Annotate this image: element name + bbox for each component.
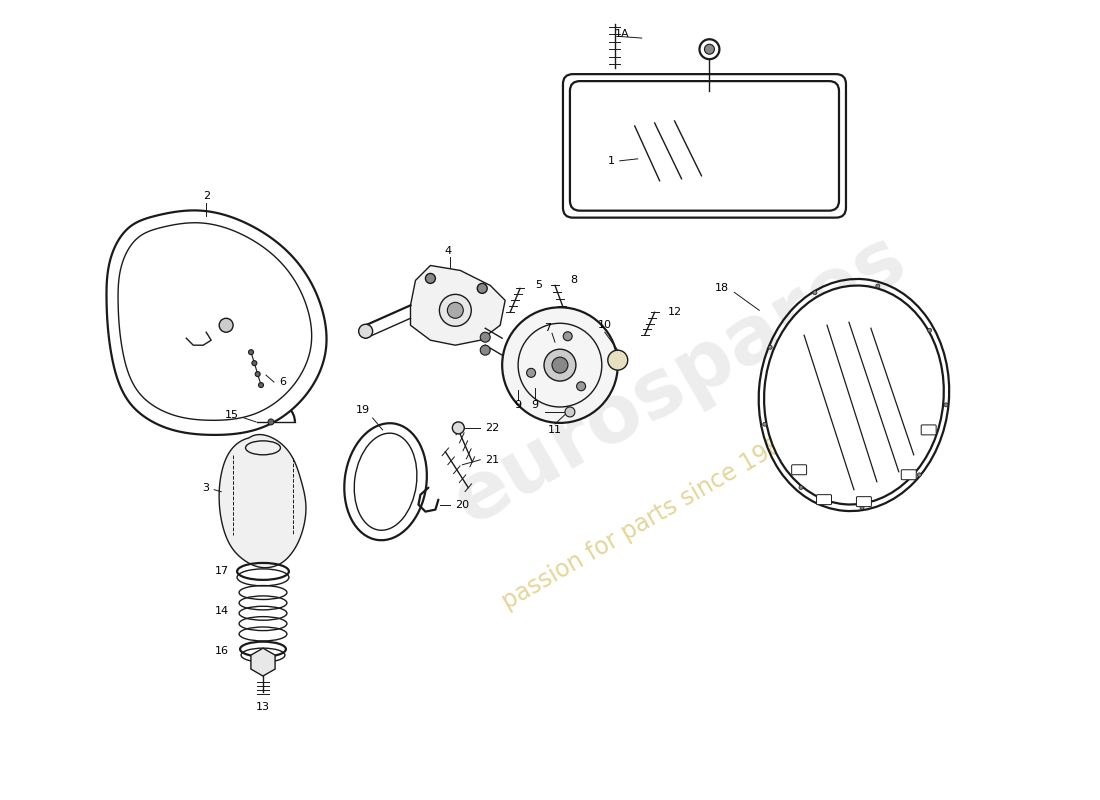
FancyBboxPatch shape (901, 470, 916, 480)
Text: 9: 9 (531, 400, 539, 410)
Circle shape (876, 284, 880, 288)
Circle shape (944, 403, 948, 407)
Text: 10: 10 (597, 320, 612, 330)
Circle shape (813, 290, 817, 294)
Circle shape (799, 486, 803, 490)
Text: 1A: 1A (615, 30, 629, 39)
FancyBboxPatch shape (857, 497, 871, 506)
Ellipse shape (764, 286, 944, 505)
Polygon shape (251, 648, 275, 676)
Circle shape (249, 350, 253, 354)
Text: 2: 2 (202, 190, 210, 201)
Circle shape (576, 382, 585, 390)
Circle shape (268, 419, 274, 425)
Text: 19: 19 (355, 405, 370, 415)
Circle shape (452, 422, 464, 434)
Text: 1: 1 (608, 156, 615, 166)
Circle shape (219, 318, 233, 332)
Text: 11: 11 (548, 425, 562, 435)
Circle shape (704, 44, 714, 54)
Text: 4: 4 (444, 246, 452, 255)
Circle shape (762, 422, 767, 426)
Text: 5: 5 (535, 280, 542, 290)
Text: 14: 14 (214, 606, 229, 616)
Text: 7: 7 (544, 323, 551, 334)
Circle shape (565, 407, 575, 417)
FancyBboxPatch shape (921, 425, 936, 435)
Text: 17: 17 (214, 566, 229, 577)
Circle shape (917, 473, 922, 477)
Circle shape (448, 302, 463, 318)
Text: 3: 3 (202, 482, 209, 493)
Polygon shape (219, 434, 306, 568)
Circle shape (439, 294, 471, 326)
Circle shape (426, 274, 436, 283)
Circle shape (255, 371, 261, 377)
Circle shape (477, 283, 487, 294)
Circle shape (258, 382, 264, 387)
Text: 18: 18 (715, 283, 729, 294)
Circle shape (860, 506, 864, 510)
Text: eurospares: eurospares (439, 219, 920, 542)
Text: passion for parts since 1985: passion for parts since 1985 (498, 426, 801, 614)
Circle shape (927, 328, 932, 332)
Text: 12: 12 (668, 307, 682, 318)
Circle shape (252, 361, 257, 366)
Circle shape (359, 324, 373, 338)
FancyBboxPatch shape (792, 465, 806, 474)
Circle shape (481, 332, 491, 342)
Text: 6: 6 (279, 377, 286, 387)
Circle shape (768, 346, 772, 350)
Circle shape (552, 357, 568, 373)
Circle shape (481, 345, 491, 355)
Circle shape (563, 332, 572, 341)
Text: 9: 9 (515, 400, 521, 410)
Circle shape (608, 350, 628, 370)
Polygon shape (410, 266, 505, 345)
Circle shape (544, 349, 576, 381)
Circle shape (700, 39, 719, 59)
Text: 13: 13 (256, 702, 270, 712)
Text: 22: 22 (485, 423, 499, 433)
Text: 20: 20 (455, 500, 470, 510)
Text: 8: 8 (570, 275, 578, 286)
Circle shape (503, 307, 618, 423)
Polygon shape (107, 210, 327, 435)
Text: 21: 21 (485, 454, 499, 465)
FancyBboxPatch shape (816, 494, 832, 505)
Text: 15: 15 (226, 410, 239, 420)
Circle shape (527, 368, 536, 378)
Text: 16: 16 (216, 646, 229, 656)
